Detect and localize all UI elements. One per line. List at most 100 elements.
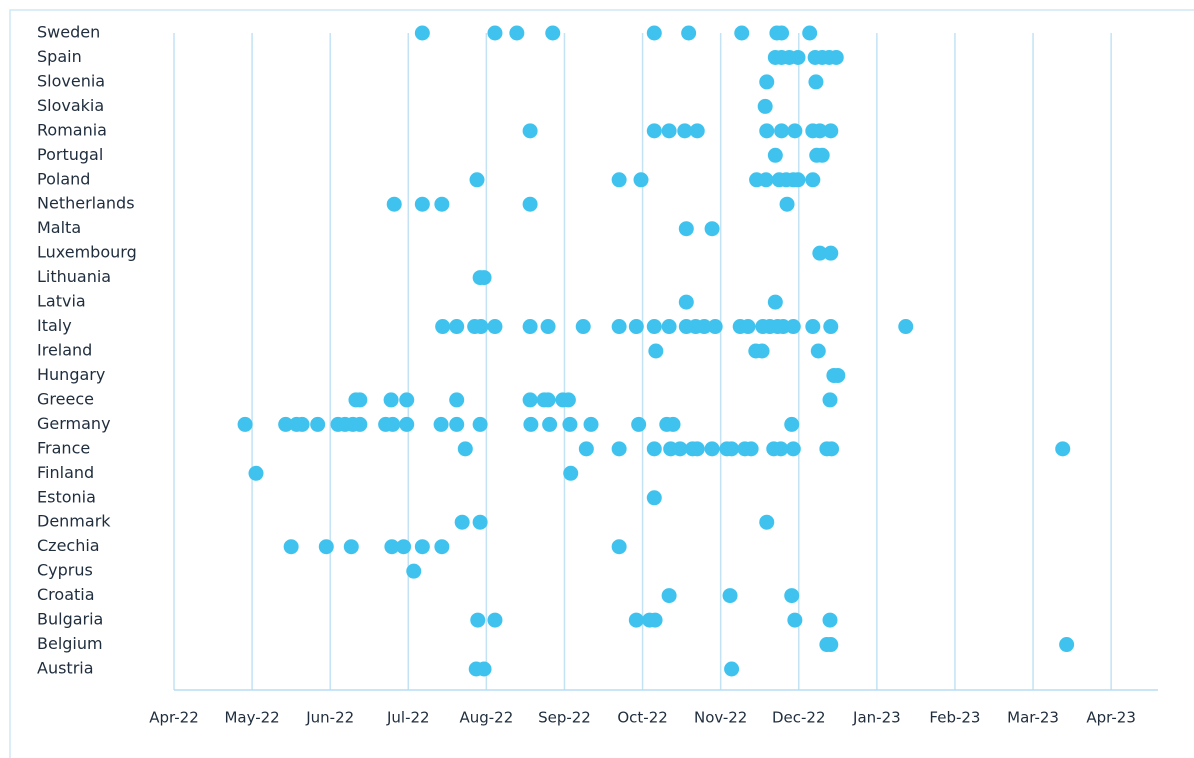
dot [433, 416, 449, 432]
dot [822, 612, 838, 628]
dot [487, 612, 503, 628]
dot [823, 245, 839, 261]
dot [704, 221, 720, 237]
y-tick-label: Estonia [37, 487, 96, 506]
dot [487, 319, 503, 335]
dot [774, 123, 790, 139]
dot [646, 441, 662, 457]
x-tick-label: Jun-22 [305, 709, 354, 727]
dot [814, 147, 830, 163]
dot [611, 539, 627, 555]
x-tick-label: Sep-22 [538, 709, 591, 727]
y-tick-label: Lithuania [37, 267, 111, 286]
y-tick-label: Sweden [37, 23, 100, 42]
y-tick-label: Portugal [37, 145, 103, 164]
dot [449, 392, 465, 408]
dot [248, 465, 264, 481]
y-tick-label: Ireland [37, 341, 92, 360]
dot [472, 416, 488, 432]
y-tick-label: Cyprus [37, 561, 93, 580]
dot [707, 319, 723, 335]
y-tick-label: France [37, 438, 90, 457]
dot [522, 123, 538, 139]
x-tick-label: Jan-23 [852, 709, 901, 727]
dot [774, 25, 790, 41]
dot [385, 416, 401, 432]
y-tick-label: Germany [37, 414, 111, 433]
dot [724, 441, 740, 457]
dot [542, 416, 558, 432]
dot [661, 319, 677, 335]
dot [414, 25, 430, 41]
dot [472, 514, 488, 530]
dot [661, 588, 677, 604]
dot [672, 441, 688, 457]
dot [790, 49, 806, 65]
dot [487, 25, 503, 41]
dot [562, 416, 578, 432]
dot [689, 441, 705, 457]
dot [689, 123, 705, 139]
y-tick-label: Poland [37, 169, 90, 188]
dot [578, 441, 594, 457]
dot [352, 416, 368, 432]
x-tick-label: Oct-22 [617, 709, 667, 727]
dot [583, 416, 599, 432]
dot [810, 343, 826, 359]
dot [767, 294, 783, 310]
dot [805, 172, 821, 188]
y-tick-label: Spain [37, 47, 82, 66]
dot [449, 416, 465, 432]
y-tick-label: Slovenia [37, 71, 105, 90]
dot [631, 416, 647, 432]
dot [824, 441, 840, 457]
dot [523, 416, 539, 432]
dot [449, 319, 465, 335]
x-tick-label: Mar-23 [1007, 709, 1059, 727]
dot [648, 343, 664, 359]
dot [318, 539, 334, 555]
dot [805, 319, 821, 335]
dot [767, 147, 783, 163]
dot [758, 172, 774, 188]
dot [384, 539, 400, 555]
y-tick-label: Greece [37, 389, 94, 408]
dot [522, 392, 538, 408]
dot [696, 319, 712, 335]
dot [540, 319, 556, 335]
dot [724, 661, 740, 677]
dot [628, 319, 644, 335]
dot [757, 98, 773, 114]
dot [522, 319, 538, 335]
dot [522, 196, 538, 212]
dot [784, 588, 800, 604]
y-tick-label: Italy [37, 316, 72, 335]
dot [759, 123, 775, 139]
dot [628, 612, 644, 628]
dot [509, 25, 525, 41]
dot [473, 319, 489, 335]
dot [812, 245, 828, 261]
dot [470, 612, 486, 628]
dot [704, 441, 720, 457]
dot [343, 539, 359, 555]
dot [787, 612, 803, 628]
dot [237, 416, 253, 432]
dot [563, 465, 579, 481]
dot [823, 123, 839, 139]
y-tick-label: Romania [37, 120, 107, 139]
x-tick-label: Aug-22 [459, 709, 513, 727]
dot [386, 196, 402, 212]
y-tick-label: Hungary [37, 365, 105, 384]
dot [646, 25, 662, 41]
dot [454, 514, 470, 530]
dot [560, 392, 576, 408]
dot [633, 172, 649, 188]
y-tick-label: Slovakia [37, 96, 104, 115]
x-tick-label: Apr-23 [1086, 709, 1136, 727]
dot [830, 367, 846, 383]
dot [414, 539, 430, 555]
dot [802, 25, 818, 41]
dot [352, 392, 368, 408]
dot [784, 416, 800, 432]
